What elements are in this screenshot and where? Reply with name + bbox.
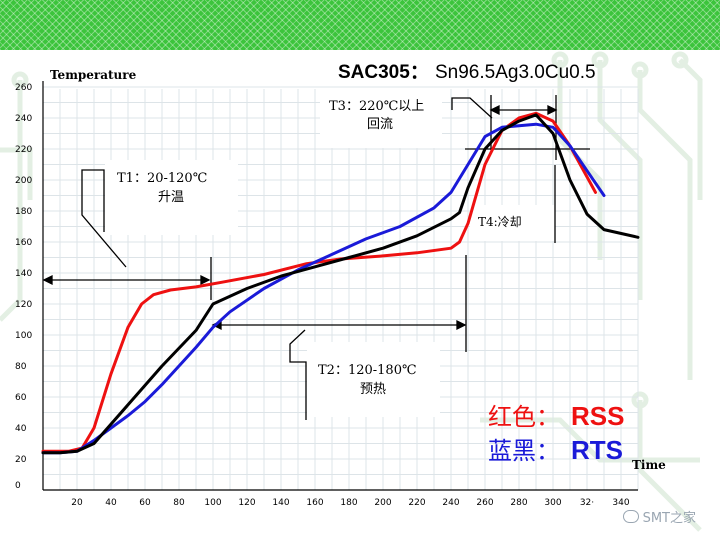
x-tick-label: 220 [408,498,425,508]
x-tick-label: 240 [442,498,459,508]
x-tick-label: 100 [204,498,221,508]
y-tick-label: 20 [15,455,27,465]
footer-brand: SMT之家 [622,507,696,526]
t3-label: T3：220℃以上 [329,99,424,114]
y-tick-label: 120 [15,300,32,310]
x-tick-label: 160 [306,498,323,508]
x-tick-label: 80 [173,498,185,508]
series-reference-line [41,113,640,455]
t1-box [105,160,238,235]
t1-sublabel: 升温 [158,190,184,205]
t2-box [307,342,440,417]
chart-title: SAC305： [338,62,429,83]
y-tick-label: 240 [15,114,32,124]
header-band [0,0,720,50]
t4-label: T4:冷却 [478,215,522,229]
y-tick-label: 160 [15,238,32,248]
annotation-lines [81,97,556,420]
legend-rss-label: 红色： [488,403,560,431]
y-tick-label: 140 [15,269,32,279]
x-tick-label: 260 [476,498,493,508]
x-tick-label: 60 [139,498,151,508]
grid [43,86,639,490]
t4-box [470,205,555,241]
legend-rts-label: 蓝黑： [488,437,560,465]
x-tick-label: 140 [272,498,289,508]
x-tick-label: 40 [105,498,117,508]
x-tick-label: 20 [71,498,83,508]
ticks: 20 40 60 80 100 120 140 160 180 200 220 240 260 280 30… [15,83,630,508]
y-tick-label: 260 [15,83,32,93]
wechat-icon [622,510,639,523]
legend-rts-name: RTS [571,435,623,465]
t3-box [320,88,442,148]
x-tick-label: 200 [374,498,391,508]
x-tick-label: 120 [238,498,255,508]
y-tick-label: 40 [15,424,27,434]
t3-sublabel: 回流 [367,117,393,132]
t2-sublabel: 预热 [360,382,386,397]
legend-rss-name: RSS [571,401,624,431]
x-tick-label: 340 [612,498,629,508]
y-tick-label: 180 [15,207,32,217]
circuit-pattern [0,51,703,532]
x-tick-label: 300 [544,498,561,508]
y-tick-label: 220 [15,145,32,155]
axes [42,81,638,491]
t1-label: T1：20-120℃ [117,171,207,186]
y-tick-label: 60 [15,393,27,403]
x-tick-label: 180 [340,498,357,508]
y-tick-label: 100 [15,331,32,341]
series-rts-line [41,122,606,455]
t2-label: T2：120-180℃ [318,363,417,378]
y-tick-label: 200 [15,176,32,186]
footer-brand-text: SMT之家 [642,511,696,526]
chart-subtitle: Sn96.5Ag3.0Cu0.5 [435,62,596,83]
x-tick-label: 280 [510,498,527,508]
x-axis-label: Time [632,458,666,472]
y-axis-label: Temperature [50,68,137,82]
y-tick-label: 0 [15,481,21,491]
x-tick-label: 32· [580,498,594,508]
y-tick-label: 80 [15,362,27,372]
